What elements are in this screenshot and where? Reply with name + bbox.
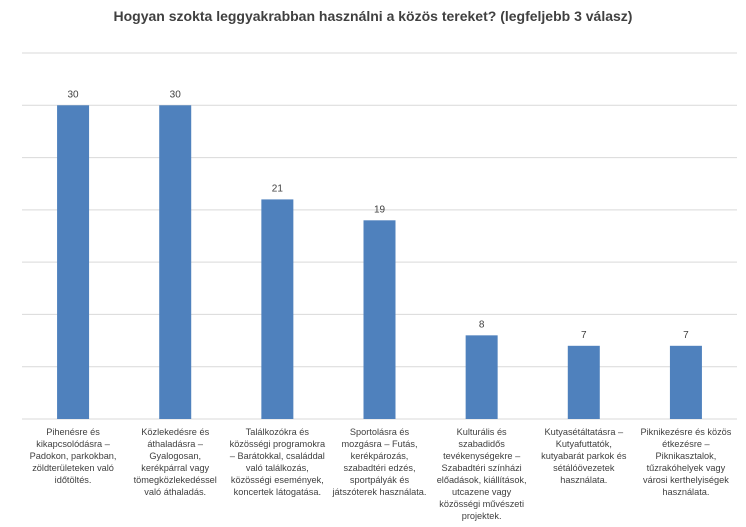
bar: [567, 345, 600, 419]
category-label: Piknikezésre és közös étkezésre – Piknik…: [640, 427, 732, 497]
data-label: 7: [581, 330, 587, 341]
data-label: 30: [170, 89, 182, 100]
category-label: Közlekedésre és áthaladásra – Gyalogosan…: [133, 427, 217, 497]
data-label: 30: [68, 89, 80, 100]
category-label: Találkozókra és közösségi programokra – …: [229, 427, 326, 497]
bar: [363, 220, 396, 419]
category-label: Kutyasétáltatásra – Kutyafuttatók, kutya…: [541, 427, 627, 485]
chart-title: Hogyan szokta leggyakrabban használni a …: [113, 8, 633, 24]
category-label: Pihenésre és kikapcsolódásra – Padokon, …: [29, 427, 117, 485]
bar: [669, 345, 702, 419]
data-label: 8: [479, 319, 485, 330]
bar: [465, 335, 498, 419]
category-label: Sportolásra és mozgásra – Futás, kerékpá…: [332, 427, 427, 497]
data-label: 7: [683, 330, 689, 341]
bar: [159, 105, 192, 420]
data-label: 21: [272, 183, 284, 194]
bar: [261, 199, 294, 419]
data-label: 19: [374, 204, 386, 215]
category-label: Kulturális és szabadidős tevékenységekre…: [436, 427, 527, 521]
bar: [57, 105, 90, 420]
